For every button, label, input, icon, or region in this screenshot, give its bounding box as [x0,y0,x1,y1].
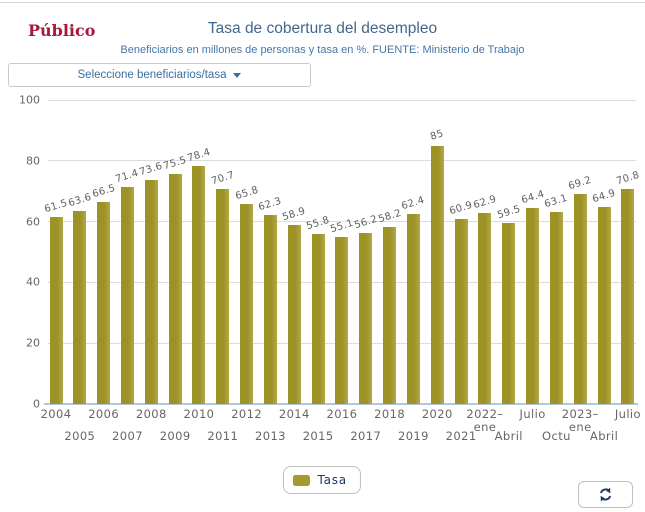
chart-title: Tasa de cobertura del desempleo [207,20,438,37]
bar[interactable] [120,186,134,404]
x-axis-tick-label: Octu [542,429,571,443]
y-axis-tick-label: 100 [19,93,40,107]
x-axis-tick-label: 2015 [302,429,334,443]
bar[interactable] [192,165,206,404]
y-axis-tick-label: 40 [26,275,40,289]
gridline: 60 [26,215,636,228]
bar[interactable] [168,174,182,404]
bar[interactable] [621,188,635,404]
bar[interactable] [311,234,325,404]
bar-value-label: 85 [429,127,446,143]
top-divider [0,2,645,3]
legend-swatch [292,474,310,486]
bar[interactable] [97,201,111,404]
bar[interactable] [73,210,87,404]
y-axis-tick-label: 80 [26,154,40,168]
x-axis-tick-label: 2020 [421,407,453,421]
bar[interactable] [383,227,397,404]
x-axis-tick-label: 2007 [112,429,143,443]
bar[interactable] [430,145,444,404]
bar[interactable] [216,189,230,404]
bar[interactable] [502,223,516,404]
bar[interactable] [287,224,301,404]
bar-value-label: 70.7 [209,169,236,188]
x-axis-tick-label: 2022– ene [466,407,504,434]
caret-down-icon [233,72,242,78]
x-axis-tick-label: Julio [614,407,641,421]
x-axis-tick-label: 2006 [88,407,120,421]
x-axis-tick-label: 2023– ene [561,407,599,434]
refresh-icon [599,487,612,502]
gridline: 80 [26,154,636,167]
legend-item-tasa[interactable]: Tasa [282,466,361,494]
bar[interactable] [573,193,587,404]
x-axis-tick-label: 2014 [278,407,310,421]
bar-value-label: 70.8 [615,169,641,187]
bar[interactable] [359,233,373,404]
bar[interactable] [49,217,63,404]
x-axis-tick-label: Abril [494,429,523,443]
x-axis-tick-label: 2009 [159,429,191,443]
x-axis-tick-label: 2012 [231,407,263,421]
y-axis-tick-label: 60 [26,215,40,229]
bar-value-label: 69.2 [567,174,594,192]
x-axis-tick-label: 2016 [326,407,358,421]
bar-value-label: 64.9 [591,187,617,205]
x-axis-tick-label: 2021 [445,429,477,443]
bar[interactable] [263,214,277,404]
y-axis-tick-label: 20 [26,336,40,350]
x-axis-tick-label: 2010 [183,407,215,421]
x-axis-tick-label: Julio [519,407,546,421]
x-axis-tick-label: 2008 [135,407,167,421]
x-axis-tick-label: 2011 [207,429,239,443]
bar[interactable] [335,236,349,404]
bar[interactable] [406,214,420,404]
bar[interactable] [240,203,254,404]
x-axis-tick-label: 2005 [64,429,96,443]
x-axis-tick-label: 2013 [255,429,286,443]
x-axis-tick-label: 2004 [40,407,72,421]
dropdown-label: Seleccione beneficiarios/tasa [77,69,227,81]
bar[interactable] [454,218,468,404]
x-axis-tick-label: 2017 [350,429,382,443]
x-axis-tick-label: Abril [589,429,619,443]
beneficiaries-tasa-select[interactable]: Seleccione beneficiarios/tasa [8,63,311,87]
legend-label: Tasa [317,473,347,487]
x-axis-tick-label: 2019 [398,429,429,443]
bar[interactable] [144,180,158,404]
publico-logo[interactable]: Público [28,21,96,40]
refresh-button[interactable] [578,481,633,508]
bar[interactable] [597,206,611,404]
bar-value-label: 78.4 [186,146,212,164]
x-axis-line [44,403,638,405]
bar[interactable] [478,212,492,404]
gridline: 100 [19,94,636,107]
y-axis-tick-label: 0 [33,397,40,411]
bar-value-label: 62.4 [400,195,427,213]
bar[interactable] [549,212,563,404]
bar[interactable] [526,208,540,404]
plot-area: 0 20 40 60 80 100 61.5 63.6 66.5 71.4 73.6 75.5 78.4… [19,94,641,411]
x-axis-labels: 2004 2005 2006 2007 2008 2009 2010 2011 2012 2013… [41,406,641,456]
x-axis-tick-label: 2018 [374,407,406,421]
chart-subtitle: Beneficiarios en millones de personas y … [120,44,525,56]
